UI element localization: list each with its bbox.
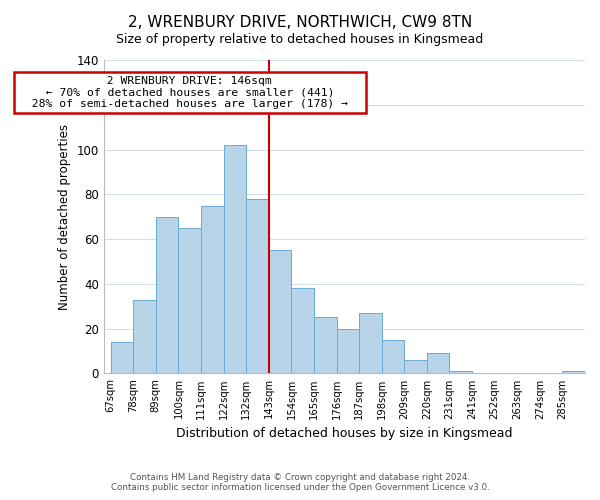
Bar [178,228,201,374]
X-axis label: Distribution of detached houses by size in Kingsmead: Distribution of detached houses by size … [176,427,513,440]
Bar [224,145,246,374]
Bar [382,340,404,374]
Bar [427,354,449,374]
Bar [156,216,178,374]
Text: 2 WRENBURY DRIVE: 146sqm  
  ← 70% of detached houses are smaller (441)  
  28% : 2 WRENBURY DRIVE: 146sqm ← 70% of detach… [18,76,362,109]
Y-axis label: Number of detached properties: Number of detached properties [58,124,71,310]
Bar [404,360,427,374]
Bar [359,313,382,374]
Bar [269,250,292,374]
Bar [110,342,133,374]
Bar [292,288,314,374]
Text: 2, WRENBURY DRIVE, NORTHWICH, CW9 8TN: 2, WRENBURY DRIVE, NORTHWICH, CW9 8TN [128,15,472,30]
Bar [246,199,269,374]
Bar [337,328,359,374]
Bar [449,371,472,374]
Bar [133,300,156,374]
Bar [562,371,585,374]
Bar [201,206,224,374]
Text: Contains HM Land Registry data © Crown copyright and database right 2024.
Contai: Contains HM Land Registry data © Crown c… [110,473,490,492]
Bar [314,318,337,374]
Text: Size of property relative to detached houses in Kingsmead: Size of property relative to detached ho… [116,32,484,46]
